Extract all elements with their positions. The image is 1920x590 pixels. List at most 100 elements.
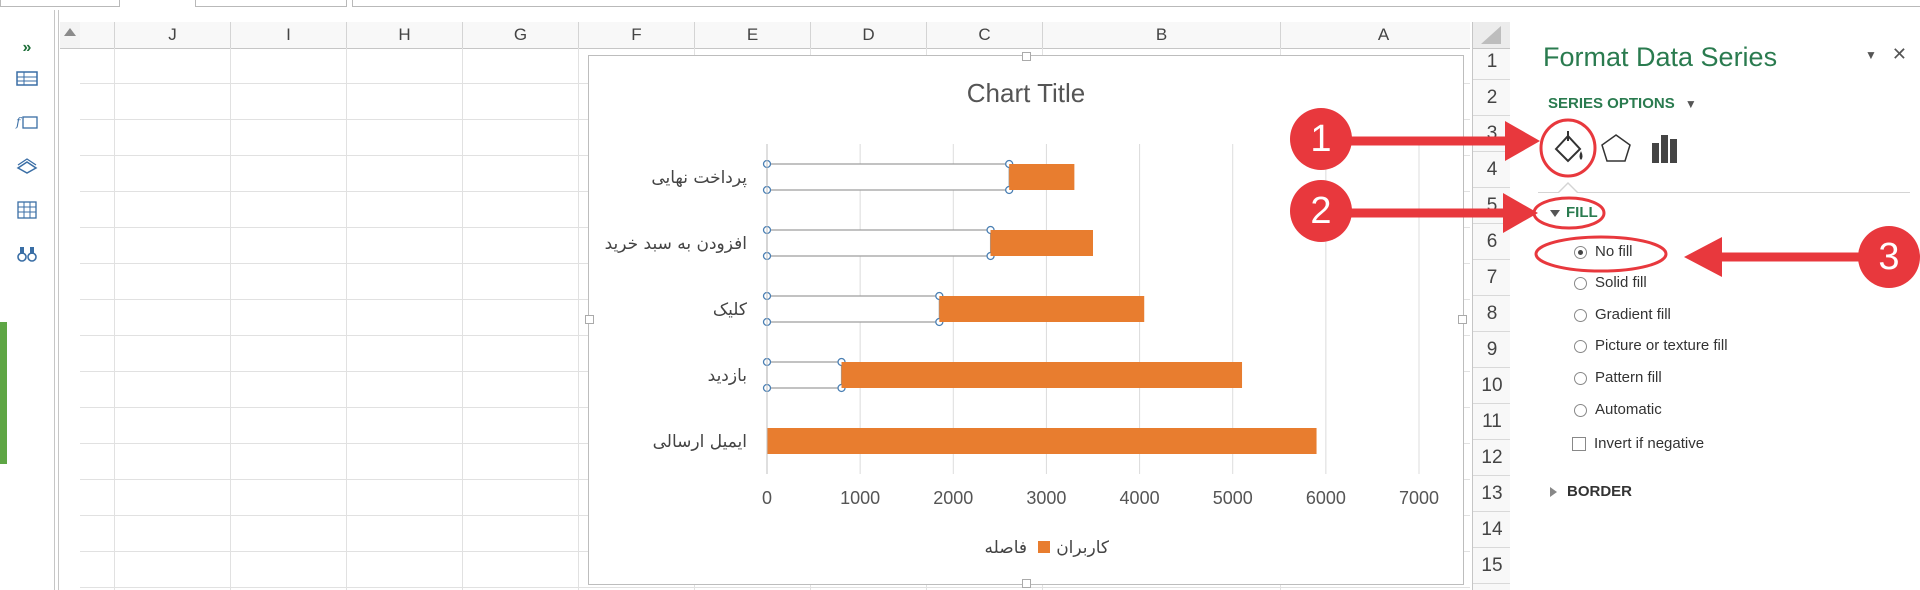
grid-column-line — [462, 48, 463, 590]
expand-icon[interactable]: » — [22, 39, 32, 56]
row-header-2[interactable]: 2 — [1473, 80, 1511, 116]
series-options-icon[interactable] — [1644, 127, 1688, 171]
fill-section-toggle[interactable]: FILL — [1550, 204, 1598, 221]
row-header-14[interactable]: 14 — [1473, 512, 1511, 548]
legend-swatch-users — [1038, 541, 1050, 553]
category-label: ایمیل ارسالی — [653, 432, 747, 452]
x-tick-label: 5000 — [1213, 488, 1253, 508]
series-options-label: SERIES OPTIONS — [1548, 95, 1675, 112]
radio-solid-fill[interactable]: Solid fill — [1574, 272, 1647, 294]
column-header-c[interactable]: C — [926, 22, 1042, 48]
border-section-toggle[interactable]: BORDER — [1550, 483, 1632, 500]
pane-options-icon[interactable]: ▼ — [1865, 48, 1877, 63]
legend-label-users: کاربران — [1056, 538, 1110, 558]
radio-icon — [1574, 245, 1587, 259]
table-icon[interactable] — [14, 68, 40, 88]
column-header-a[interactable]: A — [1280, 22, 1486, 48]
radio-pattern-fill[interactable]: Pattern fill — [1574, 367, 1662, 389]
radio-no-fill[interactable]: No fill — [1574, 241, 1633, 263]
resize-handle[interactable] — [585, 315, 594, 324]
step-badge-1: 1 — [1290, 108, 1352, 170]
binoculars-icon[interactable] — [14, 244, 40, 264]
column-header-e[interactable]: E — [694, 22, 810, 48]
x-tick-label: 3000 — [1026, 488, 1066, 508]
row-header-13[interactable]: 13 — [1473, 476, 1511, 512]
name-box[interactable] — [0, 0, 120, 7]
radio-icon — [1574, 308, 1587, 322]
select-all-corner[interactable] — [60, 22, 81, 49]
column-header-g[interactable]: G — [462, 22, 578, 48]
row-header-1[interactable]: 1 — [1473, 44, 1511, 80]
bar-users-2[interactable] — [939, 296, 1145, 322]
bar-gap-3[interactable] — [766, 361, 843, 389]
grid-column-line — [346, 48, 347, 590]
row-header-3[interactable]: 3 — [1473, 116, 1511, 152]
fill-line-icon[interactable] — [1546, 127, 1590, 171]
row-header-9[interactable]: 9 — [1473, 332, 1511, 368]
column-header-f[interactable]: F — [578, 22, 694, 48]
grid-row-line — [80, 587, 1470, 588]
collapse-icon — [1550, 209, 1560, 217]
row-header-11[interactable]: 11 — [1473, 404, 1511, 440]
bar-users-4[interactable] — [767, 428, 1317, 454]
format-data-series-pane: Format Data Series ▼ ✕ SERIES OPTIONS ▼ … — [1510, 22, 1920, 590]
expand-icon — [1550, 487, 1557, 498]
resize-handle[interactable] — [1458, 315, 1467, 324]
invert-if-negative-checkbox[interactable]: Invert if negative — [1572, 433, 1704, 455]
column-header-j[interactable]: J — [114, 22, 230, 48]
radio-picture-fill[interactable]: Picture or texture fill — [1574, 335, 1728, 357]
category-label: بازدید — [708, 366, 747, 386]
row-header-4[interactable]: 4 — [1473, 152, 1511, 188]
category-label: کلیک — [713, 300, 748, 320]
funnel-chart[interactable]: Chart Title 0 1000 2000 3000 4000 5000 6000 700… — [585, 52, 1467, 588]
row-header-15[interactable]: 15 — [1473, 548, 1511, 584]
side-toolbar: » f — [0, 10, 52, 590]
row-header-8[interactable]: 8 — [1473, 296, 1511, 332]
column-header-h[interactable]: H — [346, 22, 462, 48]
chart-title[interactable]: Chart Title — [966, 78, 1086, 108]
function-icon[interactable]: f — [14, 112, 40, 132]
row-header-5[interactable]: 5 — [1473, 188, 1511, 224]
column-header-b[interactable]: B — [1042, 22, 1280, 48]
pane-title: Format Data Series — [1543, 42, 1778, 72]
row-header-10[interactable]: 10 — [1473, 368, 1511, 404]
column-header-i[interactable]: I — [230, 22, 346, 48]
chevron-down-icon: ▼ — [1684, 97, 1697, 111]
close-icon[interactable]: ✕ — [1891, 44, 1907, 64]
x-tick-label: 7000 — [1399, 488, 1439, 508]
radio-gradient-fill[interactable]: Gradient fill — [1574, 304, 1671, 326]
x-tick-label: 4000 — [1120, 488, 1160, 508]
step-badge-3: 3 — [1858, 226, 1920, 288]
resize-handle[interactable] — [1022, 52, 1031, 61]
bar-users-0[interactable] — [1009, 164, 1075, 190]
formula-tools[interactable] — [195, 0, 347, 7]
resize-handle[interactable] — [1022, 579, 1031, 588]
grid-icon[interactable] — [14, 200, 40, 220]
step-badge-2: 2 — [1290, 180, 1352, 242]
select-all-corner-rtl[interactable] — [1473, 22, 1511, 49]
effects-icon[interactable] — [1594, 127, 1638, 171]
bar-gap-2[interactable] — [766, 295, 940, 323]
series-options-dropdown[interactable]: SERIES OPTIONS ▼ — [1548, 95, 1697, 112]
row-headers: 1 2 3 4 5 6 7 8 9 10 11 12 13 14 15 — [1472, 22, 1512, 590]
x-tick-label: 6000 — [1306, 488, 1346, 508]
x-tick-label: 2000 — [933, 488, 973, 508]
bar-gap-0[interactable] — [766, 163, 1010, 191]
top-strip — [0, 0, 1920, 8]
collapse-tab[interactable] — [0, 322, 7, 464]
radio-automatic[interactable]: Automatic — [1574, 399, 1662, 421]
x-tick-label: 0 — [762, 488, 772, 508]
column-header-d[interactable]: D — [810, 22, 926, 48]
fill-section-label: FILL — [1566, 204, 1598, 221]
bar-users-3[interactable] — [841, 362, 1243, 388]
row-header-7[interactable]: 7 — [1473, 260, 1511, 296]
row-header-12[interactable]: 12 — [1473, 440, 1511, 476]
bar-gap-1[interactable] — [766, 229, 992, 257]
legend-label-gap: فاصله — [985, 538, 1027, 558]
row-header-6[interactable]: 6 — [1473, 224, 1511, 260]
bar-users-1[interactable] — [990, 230, 1093, 256]
layers-icon[interactable] — [14, 156, 40, 176]
formula-bar[interactable] — [352, 0, 1920, 7]
grid-column-line — [230, 48, 231, 590]
